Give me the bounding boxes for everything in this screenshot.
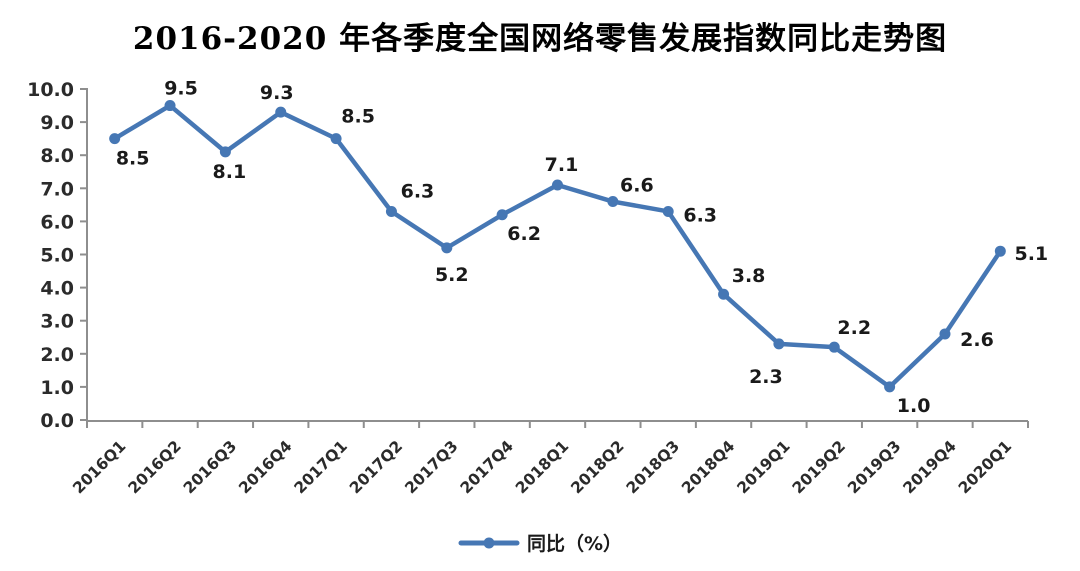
y-tick-label: 9.0 — [40, 112, 74, 134]
x-tick-label: 2020Q1 — [955, 437, 1015, 497]
data-point-marker — [607, 196, 619, 208]
data-point-label: 8.5 — [116, 148, 150, 170]
data-point-label: 9.3 — [260, 82, 294, 104]
data-point-label: 2.6 — [960, 329, 994, 351]
x-tick-label: 2019Q2 — [789, 437, 849, 497]
data-point-marker — [219, 146, 231, 158]
y-tick-label: 7.0 — [40, 178, 74, 200]
data-point-label: 8.5 — [341, 106, 375, 128]
chart-title: 2016-2020 年各季度全国网络零售发展指数同比走势图 — [132, 21, 948, 57]
y-tick-label: 3.0 — [40, 311, 74, 333]
y-tick-label: 4.0 — [40, 278, 74, 300]
legend: 同比（%） — [0, 529, 1080, 556]
x-tick-label: 2017Q3 — [401, 437, 461, 497]
data-point-label: 9.5 — [164, 78, 198, 100]
y-tick-label: 1.0 — [40, 377, 74, 399]
data-point-marker — [994, 245, 1006, 257]
x-tick-label: 2019Q4 — [900, 437, 960, 497]
data-point-marker — [164, 100, 176, 112]
data-point-label: 6.6 — [620, 175, 654, 197]
data-point-marker — [385, 205, 397, 217]
y-tick-label: 5.0 — [40, 245, 74, 267]
x-tick-label: 2016Q3 — [180, 437, 240, 497]
x-tick-label: 2018Q3 — [623, 437, 683, 497]
data-point-label: 6.3 — [401, 180, 435, 202]
data-point-label: 8.1 — [213, 161, 247, 183]
data-point-label: 6.2 — [507, 223, 541, 245]
data-point-marker — [552, 179, 563, 191]
x-tick-label: 2018Q2 — [568, 437, 628, 497]
data-point-label: 1.0 — [897, 395, 931, 417]
x-tick-label: 2016Q2 — [125, 437, 185, 497]
legend-line-marker-icon — [458, 537, 520, 548]
data-point-label: 2.2 — [837, 317, 871, 339]
data-point-marker — [939, 328, 951, 340]
y-tick-label: 2.0 — [40, 344, 74, 366]
data-point-label: 5.2 — [435, 264, 469, 286]
x-tick-label: 2017Q1 — [291, 437, 351, 497]
x-tick-label: 2017Q4 — [457, 437, 517, 497]
data-point-marker — [718, 288, 730, 300]
data-point-marker — [109, 133, 121, 145]
x-tick-label: 2019Q3 — [844, 437, 904, 497]
x-tick-label: 2016Q1 — [69, 437, 129, 497]
data-point-marker — [773, 338, 785, 350]
data-point-marker — [662, 205, 674, 217]
y-tick-label: 8.0 — [40, 145, 74, 167]
data-point-marker — [275, 106, 287, 118]
data-point-label: 2.3 — [749, 366, 783, 388]
data-point-marker — [828, 341, 840, 353]
x-tick-label: 2017Q2 — [346, 437, 406, 497]
data-point-label: 7.1 — [545, 154, 579, 176]
data-point-label: 6.3 — [683, 204, 717, 226]
data-point-marker — [441, 242, 453, 254]
data-point-marker — [884, 381, 896, 393]
data-point-label: 5.1 — [1014, 243, 1048, 265]
data-point-marker — [330, 133, 342, 145]
legend-series-label: 同比（%） — [526, 533, 623, 555]
data-point-marker — [496, 209, 508, 221]
x-tick-label: 2018Q4 — [678, 437, 738, 497]
y-tick-label: 6.0 — [40, 211, 74, 233]
x-tick-label: 2016Q4 — [235, 437, 295, 497]
y-tick-label: 10.0 — [27, 79, 74, 101]
series-line — [112, 103, 1003, 390]
y-tick-label: 0.0 — [40, 410, 74, 432]
x-tick-label: 2019Q1 — [734, 437, 794, 497]
x-tick-label: 2018Q1 — [512, 437, 572, 497]
data-point-label: 3.8 — [732, 265, 766, 287]
